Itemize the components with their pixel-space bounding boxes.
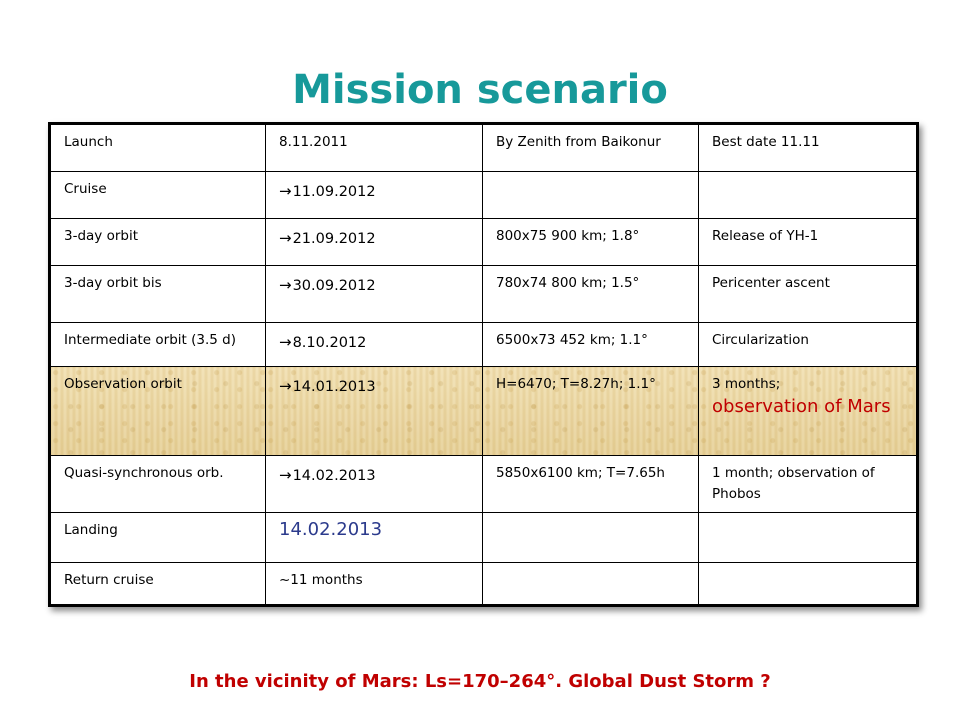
table-row: 3-day orbit →21.09.2012 800x75 900 km; 1… bbox=[48, 218, 919, 266]
footer-note: In the vicinity of Mars: Ls=170–264°. Gl… bbox=[189, 671, 771, 692]
date-cell: →21.09.2012 bbox=[265, 218, 483, 266]
mission-scenario-table: Launch 8.11.2011 By Zenith from Baikonur… bbox=[48, 122, 919, 607]
orbit-cell bbox=[482, 512, 699, 563]
date-text: ~11 months bbox=[279, 572, 363, 588]
notes-cell bbox=[698, 171, 919, 219]
phase-cell: 3-day orbit bbox=[48, 218, 266, 266]
date-cell: 8.11.2011 bbox=[265, 122, 483, 172]
notes-cell: 3 months; observation of Mars bbox=[698, 366, 919, 456]
orbit-cell bbox=[482, 562, 699, 607]
notes-cell: Circularization bbox=[698, 322, 919, 367]
date-text: 14.02.2013 bbox=[292, 468, 376, 484]
right-arrow-icon: → bbox=[279, 276, 292, 294]
orbit-cell: 5850x6100 km; T=7.65h bbox=[482, 455, 699, 513]
right-arrow-icon: → bbox=[279, 466, 292, 484]
phase-cell: Landing bbox=[48, 512, 266, 563]
table-row: Landing 14.02.2013 bbox=[48, 512, 919, 563]
notes-cell bbox=[698, 512, 919, 563]
date-cell: ~11 months bbox=[265, 562, 483, 607]
date-cell: →14.01.2013 bbox=[265, 366, 483, 456]
table-row: Quasi-synchronous orb. →14.02.2013 5850x… bbox=[48, 455, 919, 513]
orbit-cell bbox=[482, 171, 699, 219]
table-row: Launch 8.11.2011 By Zenith from Baikonur… bbox=[48, 122, 919, 172]
phase-cell: Cruise bbox=[48, 171, 266, 219]
phase-cell: Intermediate orbit (3.5 d) bbox=[48, 322, 266, 367]
orbit-cell: H=6470; T=8.27h; 1.1° bbox=[482, 366, 699, 456]
table-row-highlighted: Observation orbit →14.01.2013 H=6470; T=… bbox=[48, 366, 919, 456]
notes-cell: Best date 11.11 bbox=[698, 122, 919, 172]
table-row: 3-day orbit bis →30.09.2012 780x74 800 k… bbox=[48, 265, 919, 323]
right-arrow-icon: → bbox=[279, 377, 292, 395]
date-cell: →14.02.2013 bbox=[265, 455, 483, 513]
slide-title: Mission scenario bbox=[292, 67, 668, 113]
date-text: 30.09.2012 bbox=[292, 278, 376, 294]
notes-text: 3 months; bbox=[712, 376, 781, 392]
date-cell: →8.10.2012 bbox=[265, 322, 483, 367]
observation-highlight: observation of Mars bbox=[712, 396, 891, 417]
notes-cell: Pericenter ascent bbox=[698, 265, 919, 323]
date-text: 11.09.2012 bbox=[292, 184, 376, 200]
table-row: Cruise →11.09.2012 bbox=[48, 171, 919, 219]
notes-cell: 1 month; observation of Phobos bbox=[698, 455, 919, 513]
right-arrow-icon: → bbox=[279, 229, 292, 247]
notes-cell bbox=[698, 562, 919, 607]
table-row: Return cruise ~11 months bbox=[48, 562, 919, 607]
phase-cell: Return cruise bbox=[48, 562, 266, 607]
phase-cell: Observation orbit bbox=[48, 366, 266, 456]
orbit-cell: 800x75 900 km; 1.8° bbox=[482, 218, 699, 266]
date-cell: →11.09.2012 bbox=[265, 171, 483, 219]
date-text: 14.01.2013 bbox=[292, 379, 376, 395]
date-text: 8.10.2012 bbox=[292, 335, 367, 351]
orbit-cell: 780x74 800 km; 1.5° bbox=[482, 265, 699, 323]
date-text: 14.02.2013 bbox=[279, 519, 383, 540]
phase-cell: Quasi-synchronous orb. bbox=[48, 455, 266, 513]
table-row: Intermediate orbit (3.5 d) →8.10.2012 65… bbox=[48, 322, 919, 367]
right-arrow-icon: → bbox=[279, 182, 292, 200]
date-cell: 14.02.2013 bbox=[265, 512, 483, 563]
orbit-cell: 6500x73 452 km; 1.1° bbox=[482, 322, 699, 367]
right-arrow-icon: → bbox=[279, 333, 292, 351]
date-text: 8.11.2011 bbox=[279, 134, 348, 150]
phase-cell: Launch bbox=[48, 122, 266, 172]
date-text: 21.09.2012 bbox=[292, 231, 376, 247]
notes-cell: Release of YH-1 bbox=[698, 218, 919, 266]
phase-cell: 3-day orbit bis bbox=[48, 265, 266, 323]
date-cell: →30.09.2012 bbox=[265, 265, 483, 323]
orbit-cell: By Zenith from Baikonur bbox=[482, 122, 699, 172]
